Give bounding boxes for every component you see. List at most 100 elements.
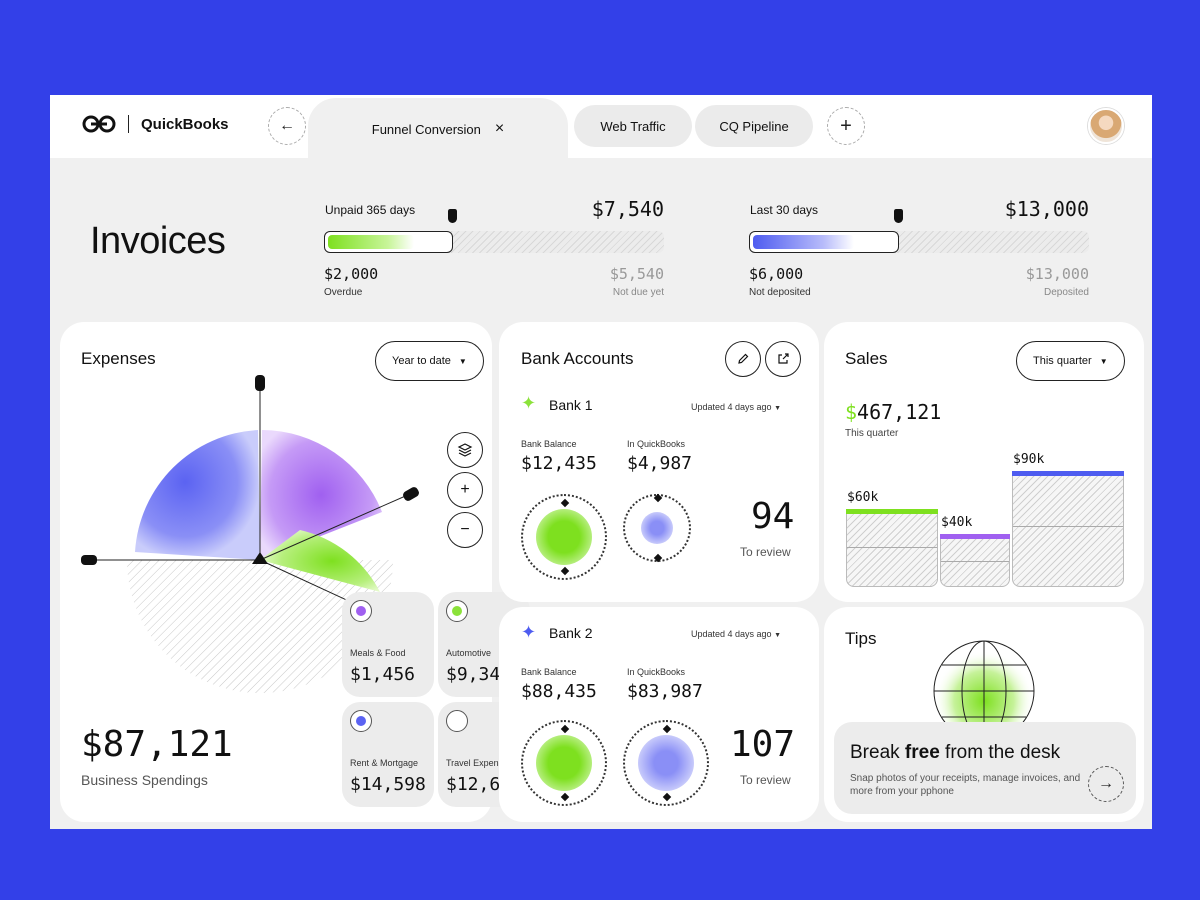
tip-body: Snap photos of your receipts, manage inv…: [850, 773, 1081, 797]
period-dropdown[interactable]: Year to date ▼: [375, 341, 484, 381]
tab-web-traffic[interactable]: Web Traffic: [574, 105, 692, 147]
category-name: Rent & Mortgage: [350, 758, 419, 768]
balance-dial: [521, 494, 607, 580]
rent-slice[interactable]: [135, 430, 260, 560]
tip-heading: Break free from the desk: [850, 742, 1061, 763]
bank-name: Bank 1: [549, 397, 593, 413]
category-amount: $14,598: [350, 774, 426, 795]
bar-cap: [1012, 471, 1124, 476]
sales-bar[interactable]: [940, 534, 1010, 587]
star-icon: ✦: [521, 393, 537, 413]
sales-total: $467,121: [845, 400, 942, 424]
category-dot: [446, 600, 468, 622]
avatar[interactable]: [1088, 108, 1124, 144]
overdue-label: Overdue: [324, 287, 363, 298]
bank-balance-value: $88,435: [521, 681, 597, 702]
tab-label: Funnel Conversion: [371, 121, 481, 137]
progress-fill: [324, 231, 453, 253]
chart-handle-icon[interactable]: [81, 555, 97, 565]
category-dot: [350, 710, 372, 732]
category-tile-meals[interactable]: Meals & Food $1,456: [342, 592, 434, 697]
qb-balance-value: $4,987: [627, 453, 693, 474]
pencil-icon: [738, 353, 749, 364]
bar-value-label: $60k: [847, 490, 879, 505]
close-icon[interactable]: ×: [494, 120, 505, 137]
not-due-value: $5,540: [609, 265, 664, 283]
globe-icon: [933, 640, 1035, 742]
chart-handle-icon[interactable]: [402, 486, 421, 503]
deposited-label: Deposited: [1043, 287, 1089, 298]
expenses-card: Expenses Year to date ▼: [60, 322, 530, 822]
bank-2-card: ✦ Bank 2 Updated 4 days ago ▼ Bank Balan…: [499, 607, 819, 822]
unpaid-label: Unpaid 365 days: [325, 203, 416, 217]
card-title: Bank Accounts: [521, 349, 634, 368]
progress-gradient: [328, 235, 414, 249]
star-icon: ✦: [521, 622, 537, 642]
quickbooks-logo-icon: [82, 115, 116, 133]
zoom-in-button[interactable]: +: [447, 472, 483, 508]
sales-card: Sales This quarter ▼ $467,121 This quart…: [824, 322, 1144, 602]
updated-text[interactable]: Updated 4 days ago ▼: [691, 629, 782, 639]
top-bar: QuickBooks ← Funnel Conversion × Web Tra…: [50, 95, 1152, 160]
tab-cq-pipeline[interactable]: CQ Pipeline: [695, 105, 813, 147]
review-label: To review: [740, 773, 791, 787]
page-title: Invoices: [90, 220, 226, 262]
open-external-button[interactable]: [765, 341, 801, 377]
slider-handle-icon[interactable]: [448, 209, 457, 223]
edit-button[interactable]: [725, 341, 761, 377]
logo: QuickBooks: [82, 115, 229, 133]
sales-bar[interactable]: [1012, 471, 1124, 587]
not-deposited-label: Not deposited: [749, 287, 811, 298]
category-name: Automotive: [446, 648, 492, 658]
not-due-label: Not due yet: [612, 287, 664, 298]
sales-bar[interactable]: [846, 509, 938, 587]
category-tile-rent[interactable]: Rent & Mortgage $14,598: [342, 702, 434, 807]
chart-handle-icon[interactable]: [255, 375, 265, 391]
bar-value-label: $40k: [941, 515, 973, 530]
tips-card: Tips Break free from the desk Snap photo…: [824, 607, 1144, 822]
bank-name: Bank 2: [549, 625, 593, 641]
meals-slice[interactable]: [260, 430, 382, 560]
zoom-out-button[interactable]: −: [447, 512, 483, 548]
card-title: Tips: [845, 629, 877, 648]
qb-balance-label: In QuickBooks: [627, 439, 686, 449]
arrow-right-icon: →: [1098, 775, 1114, 792]
slider-handle-icon[interactable]: [894, 209, 903, 223]
bank-balance-value: $12,435: [521, 453, 597, 474]
travel-slice[interactable]: [127, 560, 393, 693]
expenses-total: $87,121: [81, 724, 233, 765]
bank-balance-label: Bank Balance: [521, 439, 577, 449]
auto-slice[interactable]: [260, 530, 380, 592]
card-title: Expenses: [81, 349, 156, 368]
period-dropdown[interactable]: This quarter ▼: [1016, 341, 1125, 381]
card-title: Sales: [845, 349, 888, 368]
category-dot: [350, 600, 372, 622]
back-button[interactable]: ←: [268, 107, 306, 145]
expenses-total-label: Business Spendings: [81, 772, 208, 788]
dropdown-value: Year to date: [392, 355, 451, 367]
updated-text[interactable]: Updated 4 days ago ▼: [691, 402, 782, 412]
review-label: To review: [740, 545, 791, 559]
plus-icon: +: [840, 114, 852, 137]
bank-balance-label: Bank Balance: [521, 667, 577, 677]
brand-name: QuickBooks: [141, 115, 229, 133]
tab-label: Web Traffic: [600, 118, 666, 134]
deposited-value: $13,000: [1025, 265, 1089, 283]
paid-total: $13,000: [1004, 197, 1089, 221]
review-count: 107: [730, 724, 796, 765]
layers-button[interactable]: [447, 432, 483, 468]
category-dot: [446, 710, 468, 732]
not-deposited-value: $6,000: [749, 265, 804, 283]
category-amount: $9,342: [446, 664, 512, 685]
review-count: 94: [751, 496, 795, 537]
external-link-icon: [778, 353, 789, 364]
next-tip-button[interactable]: →: [1088, 766, 1124, 802]
tab-label: CQ Pipeline: [719, 118, 789, 134]
paid-label: Last 30 days: [750, 203, 819, 217]
add-tab-button[interactable]: +: [827, 107, 865, 145]
quickbooks-dial: [623, 493, 691, 563]
tab-funnel-conversion[interactable]: Funnel Conversion ×: [308, 98, 568, 160]
chevron-down-icon: ▼: [774, 405, 782, 412]
progress-fill: [749, 231, 899, 253]
quickbooks-dial: [623, 720, 709, 806]
